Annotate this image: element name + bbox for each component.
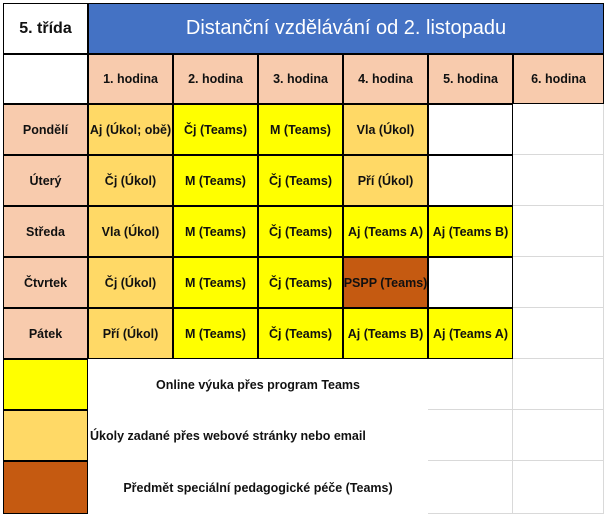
lesson-cell: Vla (Úkol) xyxy=(343,104,428,155)
lesson-cell: M (Teams) xyxy=(173,155,258,206)
empty-lesson-cell xyxy=(428,257,513,308)
legend-label: Online výuka přes program Teams xyxy=(88,359,428,410)
lesson-cell-text: Čj (Úkol) xyxy=(104,275,157,290)
grid-cell xyxy=(513,410,604,461)
grid-cell xyxy=(428,359,513,410)
lesson-cell-text: Aj (Úkol; obě) xyxy=(89,122,172,137)
day-name: Středa xyxy=(3,206,88,257)
legend-swatch xyxy=(3,359,88,410)
grid-cell xyxy=(428,461,513,514)
lesson-cell: Vla (Úkol) xyxy=(88,206,173,257)
period-header-text: 4. hodina xyxy=(358,72,413,86)
lesson-cell-text: Čj (Úkol) xyxy=(104,173,157,188)
period-header: 3. hodina xyxy=(258,54,343,104)
lesson-cell: Čj (Teams) xyxy=(258,257,343,308)
period-header-text: 3. hodina xyxy=(273,72,328,86)
lesson-cell: Aj (Teams B) xyxy=(428,206,513,257)
grid-cell xyxy=(513,257,604,308)
lesson-cell: Čj (Teams) xyxy=(258,155,343,206)
lesson-cell: M (Teams) xyxy=(173,308,258,359)
empty-lesson-cell xyxy=(428,104,513,155)
lesson-cell: M (Teams) xyxy=(258,104,343,155)
lesson-cell: Čj (Úkol) xyxy=(88,257,173,308)
legend-label: Předmět speciální pedagogické péče (Team… xyxy=(88,461,428,514)
lesson-cell-text: M (Teams) xyxy=(185,224,246,239)
lesson-cell-text: Pří (Úkol) xyxy=(102,326,159,341)
legend-swatch xyxy=(3,410,88,461)
period-header: 5. hodina xyxy=(428,54,513,104)
empty-lesson-cell xyxy=(428,155,513,206)
grid-cell xyxy=(513,461,604,514)
grid-cell xyxy=(513,104,604,155)
lesson-cell: Pří (Úkol) xyxy=(343,155,428,206)
lesson-cell: Aj (Teams B) xyxy=(343,308,428,359)
lesson-cell-text: M (Teams) xyxy=(270,122,331,137)
lesson-cell-text: Čj (Teams) xyxy=(269,275,332,290)
period-header-text: 1. hodina xyxy=(103,72,158,86)
lesson-cell: Čj (Teams) xyxy=(173,104,258,155)
lesson-cell: M (Teams) xyxy=(173,257,258,308)
period-header: 4. hodina xyxy=(343,54,428,104)
lesson-cell-text: Čj (Teams) xyxy=(269,173,332,188)
lesson-cell-text: Aj (Teams A) xyxy=(432,326,508,341)
day-name-text: Čtvrtek xyxy=(23,275,68,290)
legend-label-text: Online výuka přes program Teams xyxy=(155,377,360,392)
class-label: 5. třída xyxy=(3,3,88,54)
lesson-cell-text: Čj (Teams) xyxy=(269,224,332,239)
grid-cell xyxy=(513,308,604,359)
lesson-cell: Čj (Teams) xyxy=(258,308,343,359)
lesson-cell-text: Aj (Teams B) xyxy=(432,224,509,239)
lesson-cell-text: Aj (Teams B) xyxy=(347,326,424,341)
day-name: Pátek xyxy=(3,308,88,359)
class-label-text: 5. třída xyxy=(19,19,72,37)
lesson-cell-text: M (Teams) xyxy=(185,275,246,290)
grid-cell xyxy=(513,155,604,206)
lesson-cell: PSPP (Teams) xyxy=(343,257,428,308)
grid-cell xyxy=(513,359,604,410)
lesson-cell: Aj (Úkol; obě) xyxy=(88,104,173,155)
lesson-cell-text: Vla (Úkol) xyxy=(356,122,415,137)
lesson-cell-text: Vla (Úkol) xyxy=(101,224,160,239)
lesson-cell-text: Čj (Teams) xyxy=(269,326,332,341)
lesson-cell-text: Čj (Teams) xyxy=(184,122,247,137)
legend-swatch xyxy=(3,461,88,514)
legend-label-text: Předmět speciální pedagogické péče (Team… xyxy=(123,480,393,495)
lesson-cell-text: M (Teams) xyxy=(185,173,246,188)
lesson-cell-text: PSPP (Teams) xyxy=(343,275,428,290)
page-title: Distanční vzdělávání od 2. listopadu xyxy=(88,3,604,54)
period-header-text: 2. hodina xyxy=(188,72,243,86)
lesson-cell: Čj (Úkol) xyxy=(88,155,173,206)
day-name-text: Pondělí xyxy=(22,122,69,137)
period-header-text: 5. hodina xyxy=(443,72,498,86)
lesson-cell: M (Teams) xyxy=(173,206,258,257)
lesson-cell: Aj (Teams A) xyxy=(428,308,513,359)
day-name: Pondělí xyxy=(3,104,88,155)
day-name-text: Pátek xyxy=(28,326,63,341)
lesson-cell: Aj (Teams A) xyxy=(343,206,428,257)
lesson-cell-text: M (Teams) xyxy=(185,326,246,341)
legend-label: Úkoly zadané přes webové stránky nebo em… xyxy=(88,410,428,461)
day-name: Čtvrtek xyxy=(3,257,88,308)
page-title-text: Distanční vzdělávání od 2. listopadu xyxy=(185,17,507,39)
period-header: 6. hodina xyxy=(513,54,604,104)
period-header: 1. hodina xyxy=(88,54,173,104)
day-name-text: Úterý xyxy=(29,173,62,188)
legend-label-text: Úkoly zadané přes webové stránky nebo em… xyxy=(90,428,366,443)
grid-cell xyxy=(428,410,513,461)
lesson-cell-text: Pří (Úkol) xyxy=(357,173,414,188)
lesson-cell: Pří (Úkol) xyxy=(88,308,173,359)
period-header-text: 6. hodina xyxy=(531,72,586,86)
lesson-cell: Čj (Teams) xyxy=(258,206,343,257)
day-name-text: Středa xyxy=(26,224,65,239)
lesson-cell-text: Aj (Teams A) xyxy=(347,224,423,239)
period-header: 2. hodina xyxy=(173,54,258,104)
header-corner xyxy=(3,54,88,104)
day-name: Úterý xyxy=(3,155,88,206)
grid-cell xyxy=(513,206,604,257)
